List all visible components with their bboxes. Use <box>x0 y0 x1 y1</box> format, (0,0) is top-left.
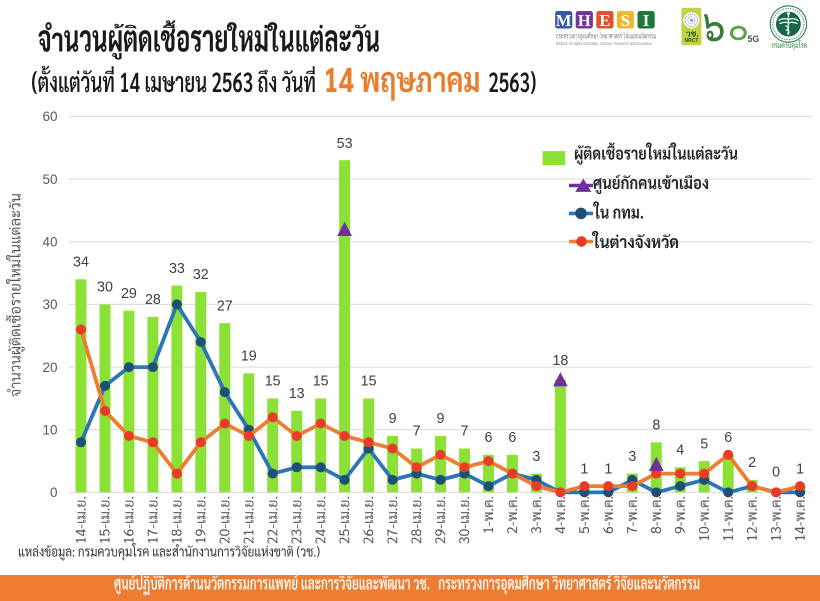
svg-text:6: 6 <box>485 430 493 446</box>
svg-text:18: 18 <box>552 353 568 369</box>
svg-text:15: 15 <box>313 374 329 390</box>
svg-text:NRCT: NRCT <box>685 38 699 44</box>
svg-text:1: 1 <box>580 461 588 477</box>
svg-text:60: 60 <box>42 109 57 124</box>
svg-text:20: 20 <box>42 360 57 375</box>
svg-text:1: 1 <box>796 461 804 477</box>
svg-text:Ministry of Higher Education,: Ministry of Higher Education, Science, R… <box>556 41 652 46</box>
svg-text:0: 0 <box>50 485 58 500</box>
svg-text:1: 1 <box>604 461 612 477</box>
svg-text:15: 15 <box>361 374 377 390</box>
svg-text:5: 5 <box>700 436 708 452</box>
svg-text:S: S <box>621 11 630 30</box>
svg-text:19: 19 <box>241 349 257 365</box>
svg-text:2: 2 <box>748 455 756 471</box>
svg-text:34: 34 <box>73 255 89 271</box>
svg-text:27: 27 <box>217 298 233 314</box>
svg-text:6: 6 <box>724 430 732 446</box>
svg-text:53: 53 <box>337 136 353 152</box>
svg-text:10: 10 <box>42 423 57 438</box>
svg-text:8: 8 <box>652 418 660 434</box>
svg-text:4: 4 <box>676 443 684 459</box>
svg-text:6: 6 <box>508 430 516 446</box>
svg-text:29: 29 <box>121 286 137 302</box>
svg-text:3: 3 <box>628 449 636 465</box>
svg-text:9: 9 <box>389 411 397 427</box>
svg-text:I: I <box>643 11 649 30</box>
svg-text:15: 15 <box>265 374 281 390</box>
svg-text:33: 33 <box>169 261 185 277</box>
svg-text:30: 30 <box>42 297 57 312</box>
svg-text:M: M <box>556 11 572 30</box>
svg-text:3: 3 <box>532 449 540 465</box>
svg-text:9: 9 <box>437 411 445 427</box>
svg-text:0: 0 <box>772 465 780 481</box>
svg-text:13: 13 <box>289 386 305 402</box>
svg-text:40: 40 <box>42 235 57 250</box>
svg-text:28: 28 <box>145 292 161 308</box>
svg-text:32: 32 <box>193 267 209 283</box>
svg-text:7: 7 <box>413 424 421 440</box>
svg-text:5G: 5G <box>748 34 760 44</box>
svg-text:50: 50 <box>42 172 57 187</box>
svg-text:E: E <box>599 11 610 30</box>
svg-text:H: H <box>578 11 591 30</box>
svg-text:7: 7 <box>461 424 469 440</box>
svg-text:30: 30 <box>97 280 113 296</box>
